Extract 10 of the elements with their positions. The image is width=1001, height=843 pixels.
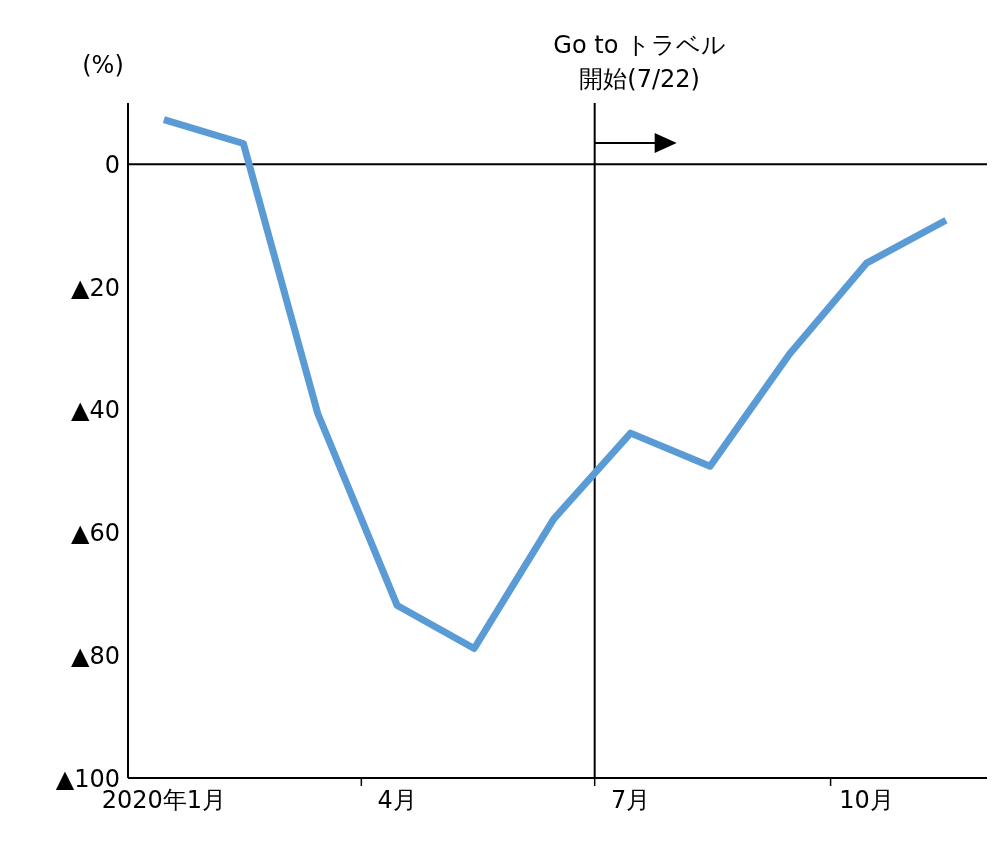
x-tick-label: 7月 <box>610 786 651 814</box>
y-tick-label: ▲80 <box>71 641 120 670</box>
y-tick-label: 0 <box>104 150 120 179</box>
x-tick-label: 10月 <box>839 786 894 814</box>
y-tick-label: ▲60 <box>71 519 120 548</box>
y-axis-title: (%) <box>82 51 124 79</box>
y-tick-label: ▲40 <box>71 396 120 425</box>
x-tick-label: 4月 <box>377 786 417 814</box>
y-tick-label: ▲20 <box>71 273 120 302</box>
ref-line-label: Go to トラベル開始(7/22) <box>553 31 726 93</box>
